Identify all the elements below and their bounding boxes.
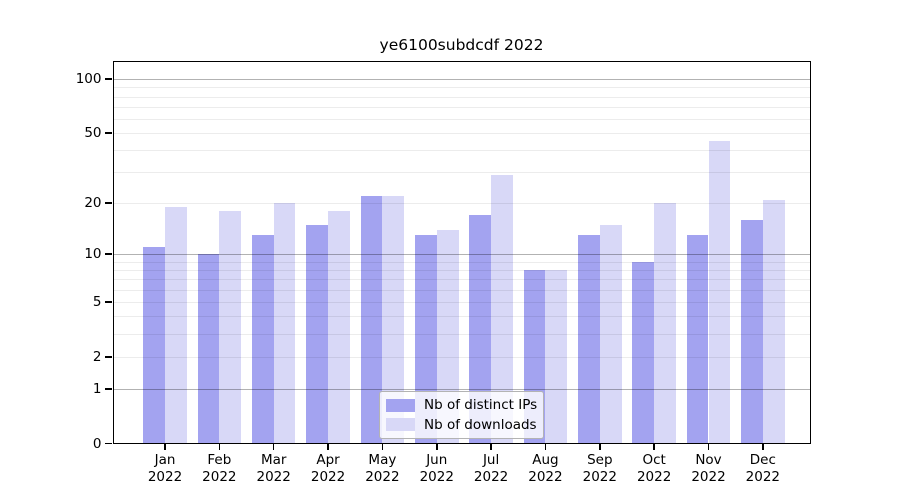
- gridline-major: [112, 254, 811, 256]
- bar-distinct-ips-jan: [143, 247, 165, 444]
- x-tick-label: Jul 2022: [473, 452, 509, 485]
- bar-distinct-ips-mar: [251, 235, 274, 444]
- bar-downloads-mar: [273, 203, 296, 444]
- legend-label-distinct-ips: Nb of distinct IPs: [424, 397, 538, 414]
- gridline-minor: [112, 316, 811, 318]
- x-axis-tick: [490, 443, 492, 450]
- y-tick-label: 20: [84, 195, 102, 212]
- x-axis-tick: [327, 443, 329, 450]
- bar-distinct-ips-dec: [741, 219, 763, 444]
- gridline-minor: [112, 302, 811, 304]
- gridline-minor: [112, 96, 811, 98]
- bar-distinct-ips-apr: [306, 224, 329, 444]
- x-axis-tick: [707, 443, 710, 450]
- bar-downloads-jan: [165, 207, 187, 444]
- x-tick-label: Feb 2022: [202, 452, 237, 485]
- x-axis-tick: [544, 443, 547, 450]
- y-axis-tick: [105, 388, 112, 390]
- bar-downloads-sep: [599, 224, 622, 444]
- y-axis-tick: [105, 202, 112, 204]
- gridline-minor: [112, 289, 811, 291]
- bar-downloads-jun: [436, 229, 459, 444]
- x-tick-label: Jun 2022: [419, 452, 454, 485]
- gridline-minor: [112, 203, 811, 205]
- gridline-major: [112, 79, 811, 81]
- gridline-minor: [112, 261, 811, 263]
- gridline-minor: [112, 119, 811, 120]
- gridline-minor: [112, 107, 811, 109]
- bar-downloads-feb: [219, 211, 242, 444]
- x-axis-tick: [218, 443, 221, 450]
- x-axis-tick: [381, 443, 384, 450]
- y-axis-tick: [105, 442, 112, 445]
- chart-title: ye6100subdcdf 2022: [379, 36, 544, 54]
- x-tick-label: Mar 2022: [256, 452, 291, 485]
- x-axis-tick: [599, 443, 601, 450]
- bar-downloads-aug: [545, 270, 568, 444]
- gridline-minor: [112, 270, 811, 272]
- bar-distinct-ips-may: [360, 195, 383, 444]
- y-axis-tick: [105, 301, 112, 303]
- y-tick-label: 0: [92, 435, 102, 452]
- gridline-minor: [112, 334, 811, 336]
- x-axis-tick: [762, 443, 764, 450]
- y-axis-tick: [105, 132, 112, 134]
- legend-item-distinct-ips: Nb of distinct IPs: [386, 397, 538, 414]
- x-tick-label: Sep 2022: [582, 452, 617, 485]
- x-tick-label: Nov 2022: [691, 452, 726, 485]
- y-tick-label: 2: [92, 348, 102, 365]
- legend: Nb of distinct IPs Nb of downloads: [379, 391, 544, 439]
- legend-item-downloads: Nb of downloads: [386, 416, 537, 433]
- bar-downloads-jul: [491, 175, 513, 444]
- gridline-minor: [112, 87, 811, 89]
- gridline-minor: [112, 356, 811, 358]
- x-tick-label: May 2022: [365, 452, 400, 485]
- legend-swatch-downloads: [386, 418, 415, 432]
- gridline-minor: [112, 279, 811, 281]
- x-tick-label: Dec 2022: [745, 452, 781, 485]
- x-tick-label: Oct 2022: [636, 452, 672, 485]
- x-tick-label: Aug 2022: [528, 452, 563, 485]
- bar-distinct-ips-sep: [578, 235, 600, 444]
- bar-downloads-apr: [328, 211, 350, 444]
- x-tick-label: Apr 2022: [310, 452, 346, 485]
- bar-downloads-dec: [762, 199, 785, 444]
- y-tick-label: 50: [84, 125, 102, 142]
- y-axis-tick: [105, 78, 112, 80]
- y-tick-label: 10: [84, 246, 102, 263]
- y-tick-label: 5: [92, 294, 102, 311]
- x-axis-tick: [164, 443, 166, 450]
- bar-distinct-ips-jul: [469, 215, 492, 444]
- bar-downloads-nov: [708, 141, 731, 444]
- y-axis-tick: [105, 253, 112, 255]
- gridline-minor: [112, 150, 811, 152]
- x-axis-tick: [436, 443, 438, 450]
- legend-swatch-distinct-ips: [386, 398, 415, 412]
- y-tick-label: 1: [92, 380, 102, 397]
- gridline-major: [112, 388, 811, 390]
- bar-downloads-may: [382, 195, 405, 444]
- bar-distinct-ips-feb: [197, 254, 220, 444]
- bar-distinct-ips-oct: [632, 261, 655, 444]
- gridline-minor: [112, 172, 811, 174]
- y-axis-tick: [105, 356, 112, 358]
- bar-distinct-ips-nov: [686, 235, 709, 444]
- x-axis-tick: [272, 443, 275, 450]
- bar-downloads-oct: [654, 203, 676, 444]
- legend-label-downloads: Nb of downloads: [424, 416, 537, 433]
- x-tick-label: Jan 2022: [147, 452, 183, 485]
- y-tick-label: 100: [75, 71, 102, 88]
- gridline-minor: [112, 133, 811, 135]
- x-axis-tick: [653, 443, 655, 450]
